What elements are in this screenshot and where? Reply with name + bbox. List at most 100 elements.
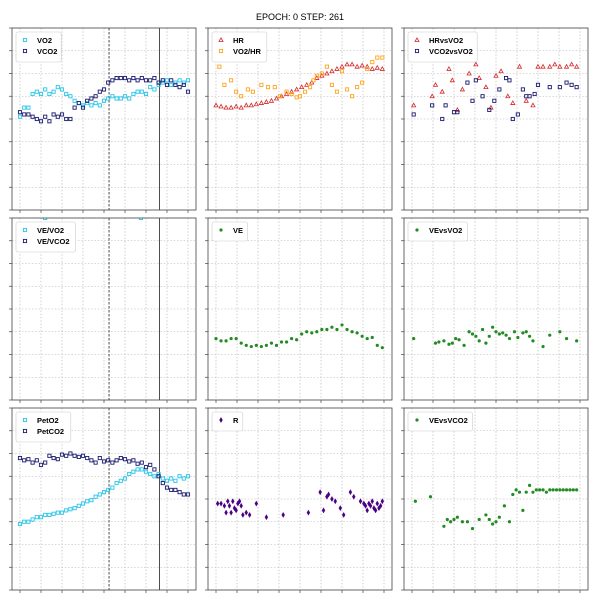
legend-marker	[219, 228, 223, 232]
series-group	[215, 489, 385, 521]
data-point	[51, 456, 56, 461]
data-point	[43, 87, 48, 92]
data-point	[169, 487, 174, 492]
data-point	[164, 78, 170, 83]
data-point	[135, 461, 140, 466]
legend-marker	[218, 48, 224, 54]
data-point	[222, 502, 227, 509]
axes-frame	[207, 217, 393, 401]
data-point	[38, 119, 44, 124]
data-point	[324, 64, 329, 69]
data-point	[224, 339, 228, 343]
data-point	[568, 61, 575, 67]
data-point	[497, 87, 502, 92]
legend-box	[211, 31, 268, 63]
data-point	[233, 103, 239, 109]
legend-box	[211, 221, 248, 242]
data-point	[569, 82, 574, 87]
data-point	[348, 489, 353, 496]
data-point	[480, 94, 485, 99]
data-point	[510, 100, 516, 105]
data-point	[573, 63, 580, 69]
data-point	[465, 520, 470, 524]
data-point	[239, 94, 244, 99]
data-point	[97, 103, 102, 108]
data-point	[511, 492, 515, 497]
data-point	[164, 478, 170, 483]
data-point	[440, 116, 445, 122]
data-point	[355, 331, 359, 335]
data-point	[55, 114, 60, 119]
data-point	[148, 85, 153, 90]
data-point	[101, 98, 107, 103]
data-point	[110, 460, 115, 465]
data-point	[263, 99, 270, 104]
data-point	[442, 339, 446, 343]
data-point	[514, 488, 518, 492]
data-point	[344, 87, 350, 92]
data-point	[106, 80, 111, 85]
data-point	[467, 330, 471, 334]
data-point	[502, 504, 506, 508]
data-point	[487, 107, 492, 112]
data-point	[22, 458, 27, 463]
data-point	[17, 456, 23, 461]
data-point	[339, 69, 345, 74]
data-point	[118, 96, 123, 101]
data-point	[547, 63, 553, 69]
legend-marker	[414, 37, 420, 42]
data-point	[51, 112, 56, 117]
data-point	[470, 98, 475, 103]
data-point	[524, 490, 528, 494]
data-point	[30, 114, 35, 119]
data-point	[185, 492, 191, 497]
data-point	[247, 511, 252, 518]
data-point	[554, 488, 559, 492]
data-point	[564, 488, 569, 492]
data-point	[497, 332, 501, 336]
data-point	[452, 517, 456, 522]
data-point	[160, 78, 165, 83]
data-point	[85, 499, 90, 504]
panel-bottom-left: PetO2 PetCO2	[9, 407, 197, 593]
data-point	[363, 502, 368, 509]
data-point	[362, 500, 366, 507]
axes-frame	[403, 407, 589, 591]
data-point	[17, 110, 23, 115]
data-point	[465, 80, 470, 85]
data-point	[80, 105, 86, 110]
legend-label: VCO2vsVO2	[429, 47, 473, 56]
data-point	[68, 116, 73, 122]
series-vevsvco2	[413, 483, 579, 531]
data-point	[160, 80, 165, 85]
data-point	[455, 110, 460, 115]
series-vo2-hr	[217, 55, 385, 100]
data-point	[288, 88, 295, 94]
data-point	[319, 71, 324, 76]
data-point	[349, 61, 355, 67]
data-point	[345, 327, 349, 332]
data-point	[449, 77, 455, 83]
data-point	[160, 476, 165, 481]
data-point	[131, 91, 136, 97]
data-point	[224, 509, 228, 516]
data-point	[114, 481, 119, 486]
legend-label: VO2/HR	[233, 47, 262, 56]
data-point	[80, 453, 86, 458]
data-point	[76, 101, 81, 106]
data-point	[429, 93, 435, 99]
data-point	[450, 341, 454, 345]
data-point	[85, 101, 90, 106]
data-point	[101, 87, 107, 92]
data-point	[228, 104, 234, 110]
data-point	[540, 63, 546, 69]
data-point	[443, 103, 448, 108]
data-point	[219, 500, 223, 507]
data-point	[380, 346, 384, 350]
data-point	[127, 96, 132, 101]
data-point	[238, 104, 244, 110]
data-point	[455, 515, 459, 519]
data-point	[26, 112, 31, 117]
data-point	[480, 327, 485, 332]
data-point	[446, 66, 452, 71]
